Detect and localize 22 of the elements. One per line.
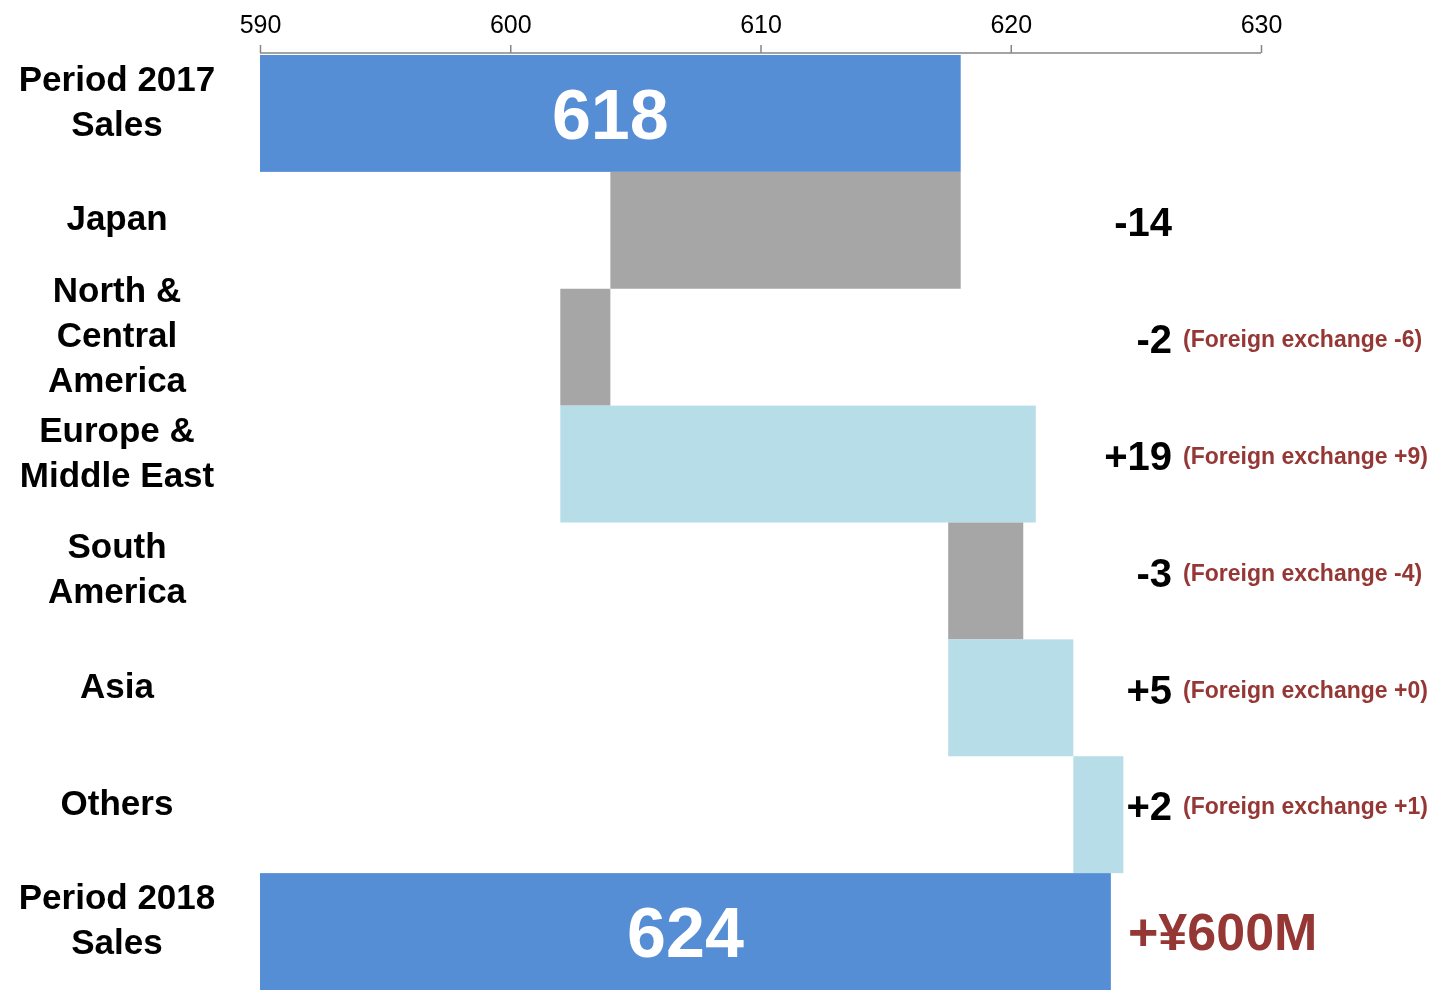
x-tick-label: 630 [1240,10,1283,38]
annotation: +5 (Foreign exchange +0) [1126,667,1428,712]
y-tick-label: South America [47,526,187,611]
annotation: +19 (Foreign exchange +9) [1104,433,1428,478]
y-tick-label: Period 2017 Sales [18,58,216,143]
y-tick-label: Japan [66,198,168,238]
x-tick-label: 620 [990,10,1033,38]
annotation: -3 (Foreign exchange -4) [1136,550,1423,595]
y-tick-label: Others [60,782,174,822]
y-tick-label: North & Central America [47,270,187,400]
x-tick-label: 610 [740,10,782,38]
annotation: -2 (Foreign exchange -6) [1136,316,1423,361]
data-label: 618 [551,75,669,154]
y-tick-label: Asia [80,665,155,705]
annotation: -14 [1114,200,1173,245]
data-label: 624 [627,893,744,972]
annotation: +¥600M [1128,903,1318,962]
x-tick-label: 590 [239,10,282,38]
annotation: +2 (Foreign exchange +1) [1126,784,1428,829]
y-tick-label: Europe & Middle East [19,409,215,494]
y-tick-label: Period 2018 Sales [18,877,216,962]
x-tick-label: 600 [489,10,532,38]
